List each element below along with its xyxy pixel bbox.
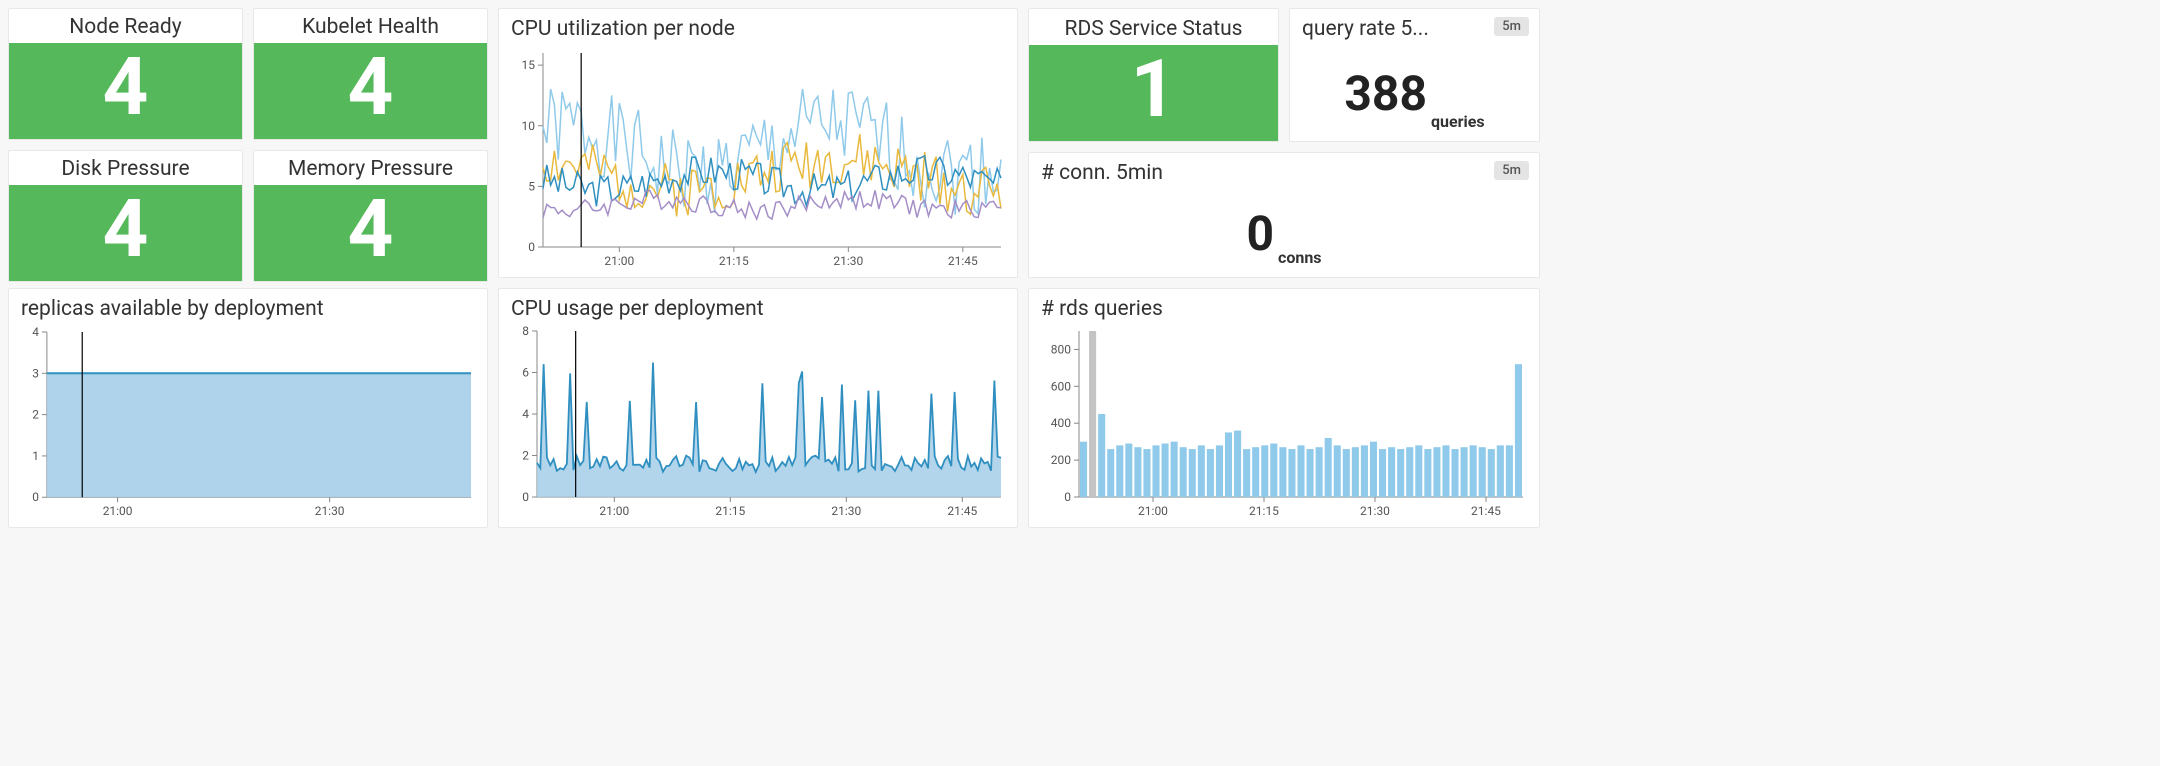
svg-text:6: 6 (522, 366, 529, 380)
rds-queries-panel[interactable]: # rds queries 0 200 400 600 800 21:00 21:15 21:… (1028, 288, 1540, 528)
svg-text:21:45: 21:45 (948, 254, 978, 268)
panel-title: Disk Pressure (9, 151, 242, 185)
query-rate-value-box: 388 queries (1290, 45, 1539, 141)
svg-text:21:30: 21:30 (315, 504, 345, 518)
stat-value-box: 4 (9, 185, 242, 281)
stat-value: 4 (348, 43, 394, 139)
replicas-panel[interactable]: replicas available by deployment 0 1 2 3 4 21… (8, 288, 488, 528)
conn-5min-panel[interactable]: 5m # conn. 5min 0 conns (1028, 152, 1540, 278)
stat-value: 1 (1131, 45, 1177, 141)
svg-text:21:00: 21:00 (103, 504, 133, 518)
cpu-per-node-chart: 0 5 10 15 21:00 21:15 21:30 21:45 (509, 47, 1007, 271)
svg-text:800: 800 (1051, 342, 1071, 356)
svg-text:1: 1 (32, 449, 39, 463)
cpu-per-node-panel[interactable]: CPU utilization per node 0 5 10 15 21:00 21:1… (498, 8, 1018, 278)
stat-tile[interactable]: Node Ready 4 (8, 8, 243, 140)
stat-value: 4 (103, 43, 149, 139)
dashboard: Node Ready 4 Kubelet Health 4 Disk Press… (8, 8, 2152, 528)
panel-title: RDS Service Status (1029, 9, 1278, 45)
svg-text:5: 5 (528, 179, 535, 193)
stat-value: 4 (103, 185, 149, 281)
conn-5min-value-box: 0 conns (1029, 189, 1539, 277)
svg-text:21:45: 21:45 (947, 504, 977, 518)
svg-text:21:00: 21:00 (1138, 504, 1168, 518)
big-number: 0 (1246, 205, 1274, 262)
svg-text:600: 600 (1051, 379, 1071, 393)
svg-text:200: 200 (1051, 453, 1071, 467)
stat-value-box: 4 (9, 43, 242, 139)
stat-cluster: Node Ready 4 Kubelet Health 4 Disk Press… (8, 8, 488, 278)
panel-title: Memory Pressure (254, 151, 487, 185)
panel-title: # rds queries (1029, 289, 1539, 321)
panel-title: Kubelet Health (254, 9, 487, 43)
rds-status-panel[interactable]: RDS Service Status 1 (1028, 8, 1279, 142)
right-stat-column: RDS Service Status 1 5m query rate 5... … (1028, 8, 1540, 278)
cpu-per-deploy-panel[interactable]: CPU usage per deployment 0 2 4 6 8 21:00 21:15… (498, 288, 1018, 528)
svg-text:4: 4 (32, 326, 39, 339)
svg-text:21:00: 21:00 (604, 254, 634, 268)
svg-text:21:30: 21:30 (1360, 504, 1390, 518)
replicas-chart: 0 1 2 3 4 21:00 21:30 (19, 326, 477, 521)
cpu-per-deploy-chart: 0 2 4 6 8 21:00 21:15 21:30 21:45 (509, 325, 1007, 521)
svg-text:21:30: 21:30 (833, 254, 863, 268)
big-unit: conns (1278, 248, 1322, 277)
svg-text:15: 15 (522, 58, 536, 72)
svg-text:0: 0 (522, 490, 529, 504)
svg-text:10: 10 (522, 119, 536, 133)
svg-text:400: 400 (1051, 416, 1071, 430)
stat-value: 4 (348, 185, 394, 281)
svg-text:0: 0 (1064, 490, 1071, 504)
stat-tile[interactable]: Kubelet Health 4 (253, 8, 488, 140)
svg-text:21:15: 21:15 (719, 254, 749, 268)
time-badge: 5m (1494, 17, 1529, 36)
rds-status-value-box: 1 (1029, 45, 1278, 141)
big-number: 388 (1344, 65, 1427, 122)
panel-title: CPU utilization per node (499, 9, 1017, 43)
stat-tile[interactable]: Memory Pressure 4 (253, 150, 488, 282)
panel-title: # conn. 5min (1029, 153, 1539, 189)
stat-value-box: 4 (254, 43, 487, 139)
svg-text:3: 3 (32, 366, 39, 380)
svg-text:8: 8 (522, 325, 529, 338)
svg-text:0: 0 (32, 490, 39, 504)
svg-text:21:45: 21:45 (1471, 504, 1501, 518)
svg-text:21:15: 21:15 (715, 504, 745, 518)
svg-text:0: 0 (528, 240, 535, 254)
query-rate-panel[interactable]: 5m query rate 5... 388 queries (1289, 8, 1540, 142)
svg-text:21:00: 21:00 (599, 504, 629, 518)
svg-text:21:30: 21:30 (831, 504, 861, 518)
svg-text:4: 4 (522, 407, 529, 421)
svg-text:2: 2 (522, 449, 529, 463)
stat-tile[interactable]: Disk Pressure 4 (8, 150, 243, 282)
time-badge: 5m (1494, 161, 1529, 180)
svg-text:2: 2 (32, 407, 39, 421)
panel-title: replicas available by deployment (9, 289, 487, 322)
panel-title: CPU usage per deployment (499, 289, 1017, 321)
rds-queries-chart: 0 200 400 600 800 21:00 21:15 21:30 21:45 (1039, 325, 1529, 521)
svg-text:21:15: 21:15 (1249, 504, 1279, 518)
big-unit: queries (1431, 112, 1485, 141)
panel-title: Node Ready (9, 9, 242, 43)
stat-value-box: 4 (254, 185, 487, 281)
